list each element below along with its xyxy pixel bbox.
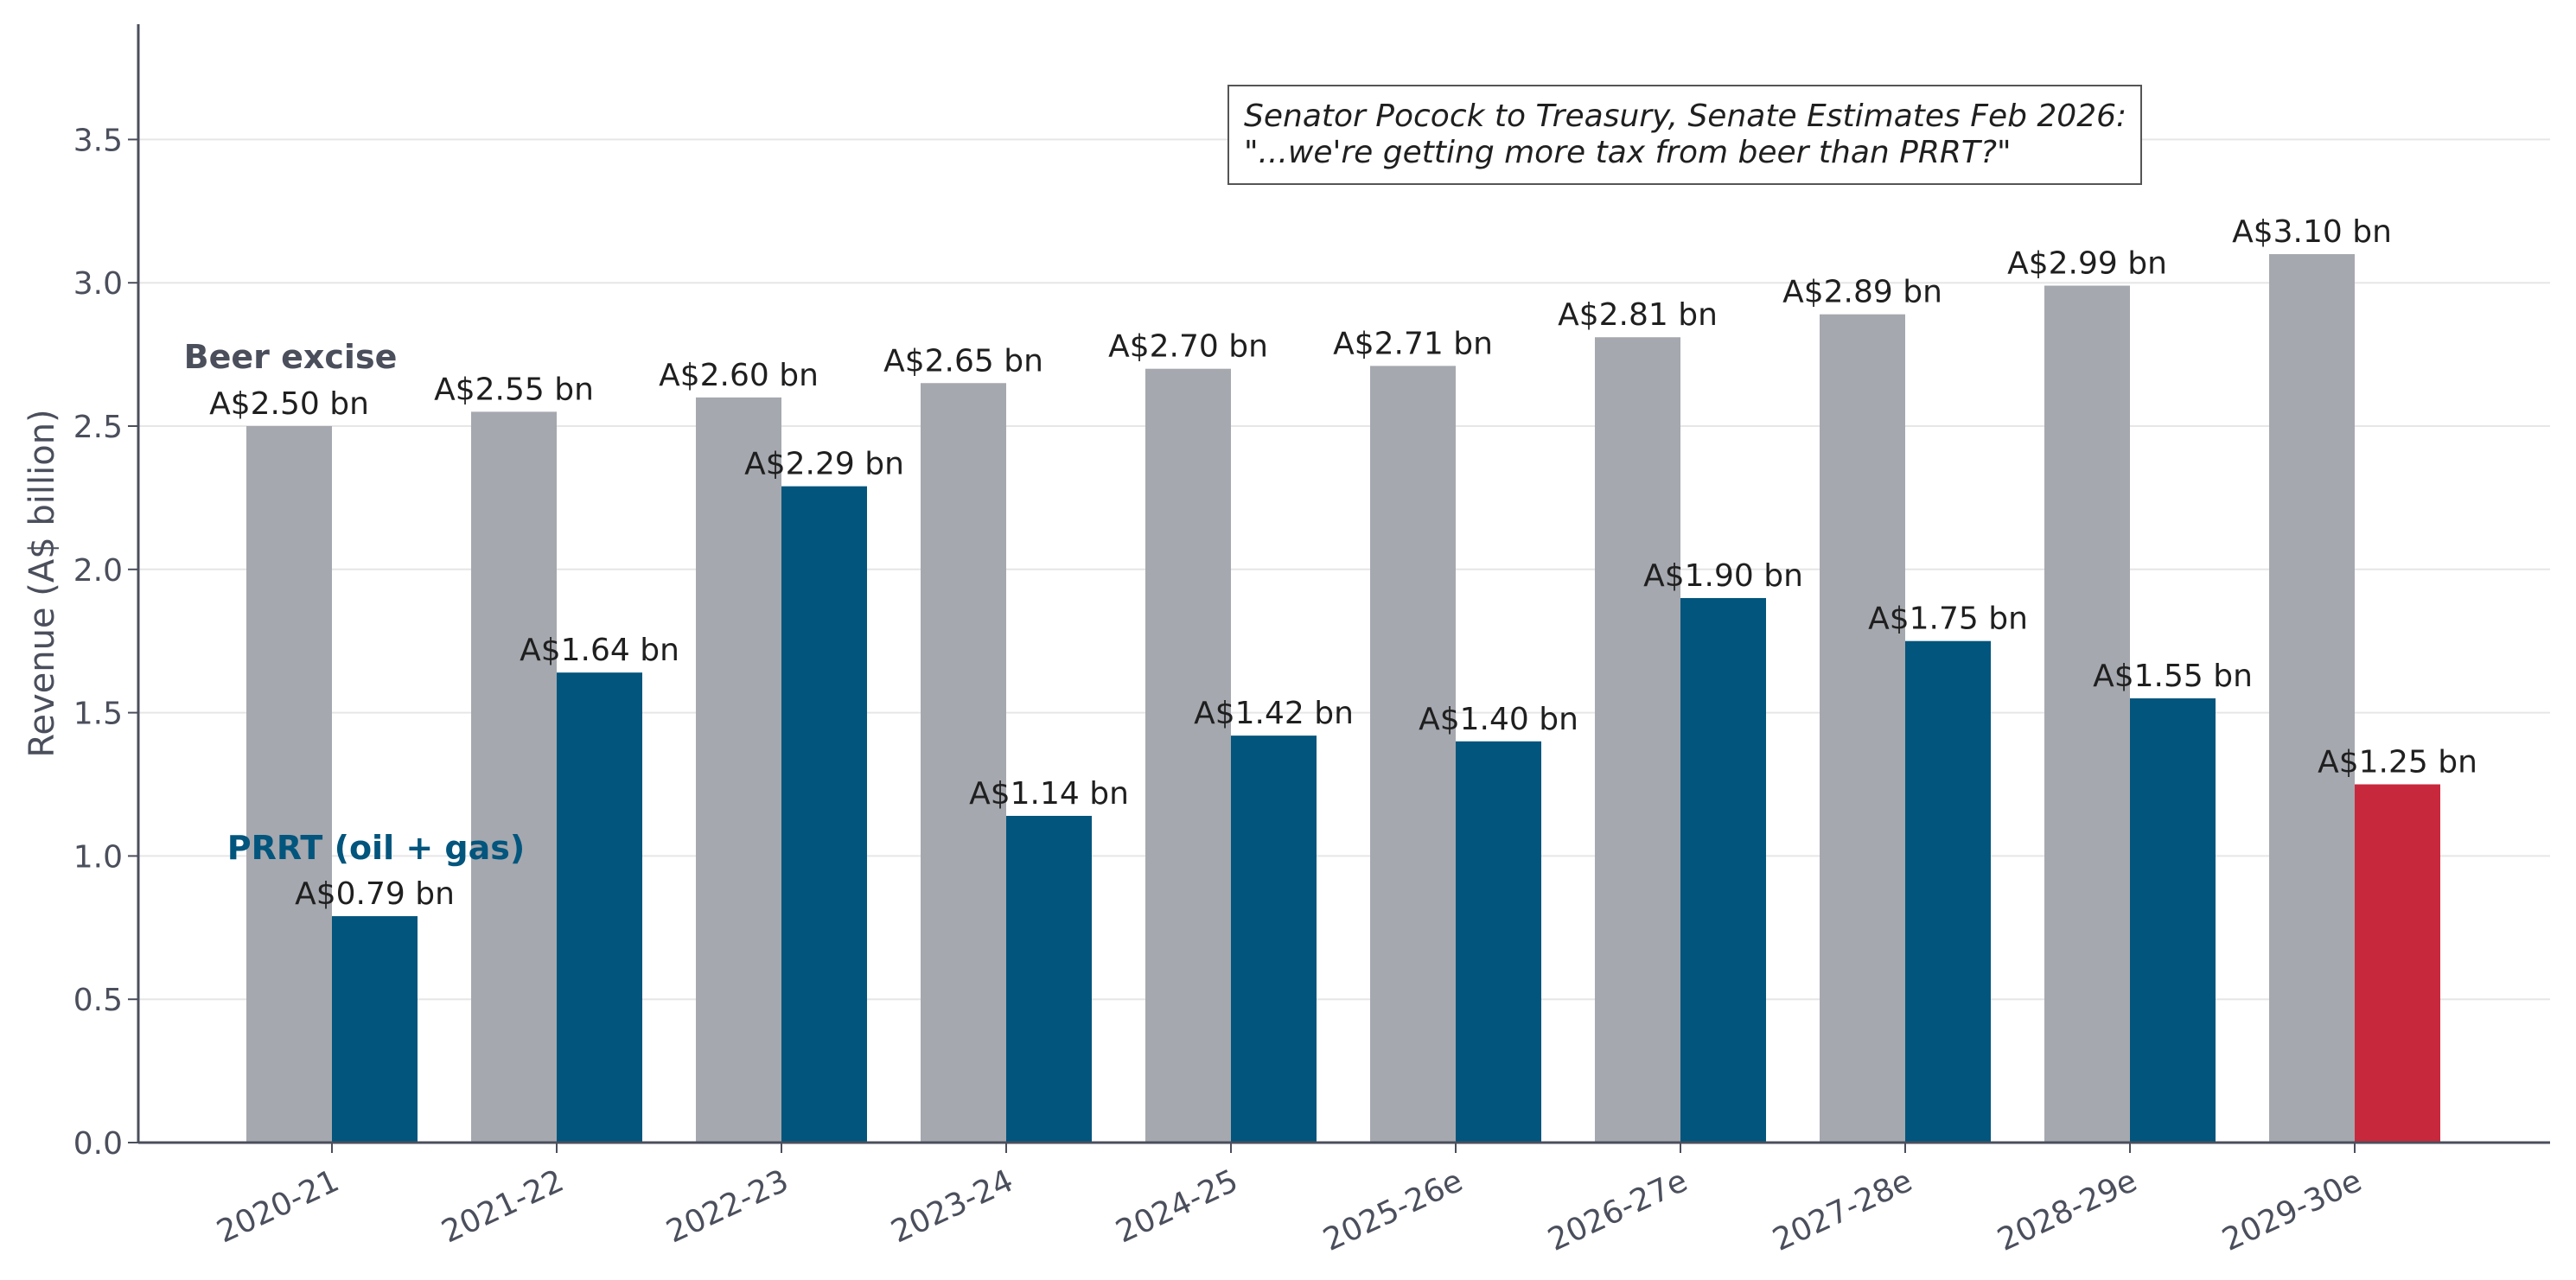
value-label-prrt: A$1.75 bn [1868,602,2028,637]
bar-prrt [1680,597,1766,1143]
bar-beer-excise [246,426,332,1143]
beer-excise-series-label: Beer excise [184,338,398,376]
value-label-prrt: A$1.40 bn [1419,702,1578,737]
value-label-prrt: A$2.29 bn [744,447,904,482]
value-label-prrt: A$1.55 bn [2093,659,2253,694]
bar-prrt [1006,815,1092,1143]
quote-annotation: Senator Pocock to Treasury, Senate Estim… [1227,85,2142,185]
value-label-prrt: A$1.90 bn [1643,558,1803,594]
value-label-beer-excise: A$2.71 bn [1333,326,1493,361]
value-label-prrt: A$1.42 bn [1194,696,1354,731]
value-label-beer-excise: A$2.55 bn [434,372,594,407]
value-label-prrt: A$1.64 bn [520,633,679,668]
bar-prrt [1905,640,1991,1143]
x-tick-label: 2022-23 [661,1163,794,1251]
y-tick-label: 2.0 [73,553,123,589]
bar-beer-excise [2269,254,2355,1143]
bar-prrt [557,672,642,1143]
value-label-beer-excise: A$2.60 bn [659,358,819,393]
value-label-beer-excise: A$2.81 bn [1558,297,1718,333]
bar-prrt [1456,741,1541,1143]
value-label-beer-excise: A$2.89 bn [1782,275,1942,310]
bar-prrt [332,916,418,1143]
x-tick-label: 2025-26e [1318,1163,1469,1258]
value-label-prrt: A$0.79 bn [295,876,455,912]
y-tick-label: 0.0 [73,1126,123,1162]
bar-beer-excise [1370,366,1456,1143]
bar-beer-excise [2044,285,2130,1143]
y-tick-label: 2.5 [73,410,123,445]
bar-prrt [781,486,867,1143]
value-label-prrt: A$1.14 bn [969,776,1129,812]
x-tick-label: 2027-28e [1768,1163,1918,1258]
bar-prrt [2130,698,2216,1143]
x-tick-label: 2024-25 [1111,1163,1244,1251]
x-tick-label: 2020-21 [212,1163,345,1251]
x-tick-label: 2029-30e [2217,1163,2368,1258]
value-label-beer-excise: A$2.99 bn [2007,246,2167,282]
x-tick-label: 2023-24 [886,1163,1019,1251]
bar-beer-excise [1820,314,1905,1143]
bar-value-labels: A$2.50 bn A$0.79 bn A$2.55 bn A$1.64 bn A$2.… [209,214,2477,912]
bar-beer-excise [921,383,1006,1143]
bar-beer-excise [1595,337,1680,1143]
quote-line-1: Senator Pocock to Treasury, Senate Estim… [1244,99,2126,134]
y-tick-label: 1.0 [73,839,123,875]
y-axis-title: Revenue (A$ billion) [22,409,62,757]
x-tick-label: 2028-29e [1993,1163,2143,1258]
value-label-beer-excise: A$3.10 bn [2232,214,2392,250]
bars [246,254,2440,1143]
bar-prrt [1231,736,1317,1143]
bar-beer-excise [696,397,781,1143]
value-label-beer-excise: A$2.50 bn [209,386,369,422]
y-tick-label: 3.5 [73,123,123,158]
x-tick-label: 2021-22 [437,1163,570,1251]
quote-line-2: "...we're getting more tax from beer tha… [1244,135,2012,170]
value-label-prrt: A$1.25 bn [2318,745,2477,780]
y-tick-label: 3.0 [73,266,123,302]
value-label-beer-excise: A$2.70 bn [1108,329,1268,365]
y-tick-label: 0.5 [73,983,123,1018]
y-tick-label: 1.5 [73,697,123,732]
x-tick-label: 2026-27e [1543,1163,1693,1258]
prrt-series-label: PRRT (oil + gas) [227,829,525,867]
bar-beer-excise [471,411,557,1143]
bar-prrt [2355,784,2440,1143]
bar-beer-excise [1145,368,1231,1143]
value-label-beer-excise: A$2.65 bn [883,343,1043,379]
quote-box [1227,85,2142,185]
